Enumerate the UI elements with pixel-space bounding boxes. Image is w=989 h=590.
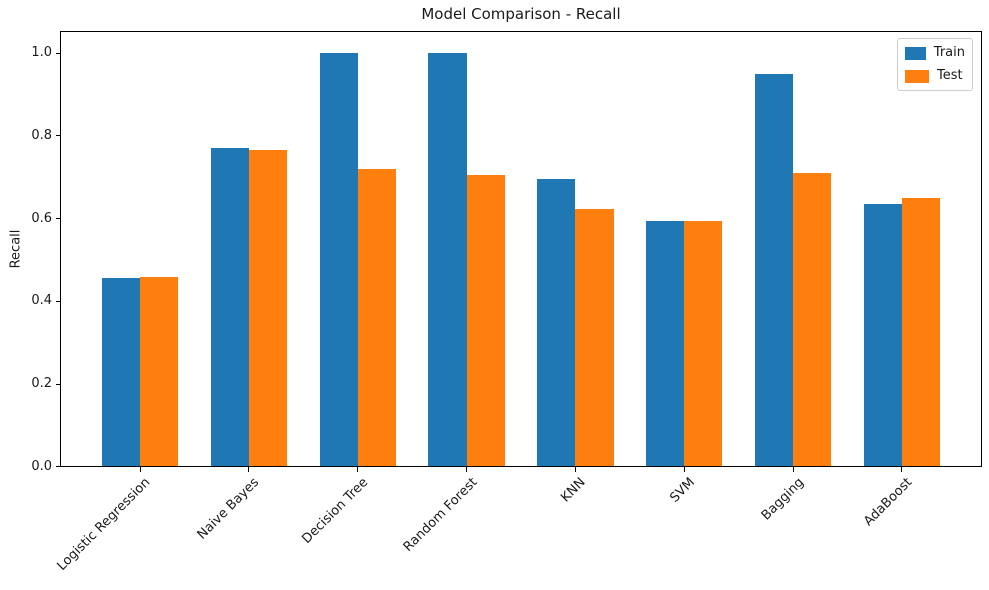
x-tick-mark: [139, 467, 141, 472]
x-tick-label-naive-bayes: Naive Bayes: [194, 475, 263, 543]
y-tick-mark: [55, 52, 60, 54]
x-tick-label-decision-tree: Decision Tree: [299, 475, 372, 547]
y-tick-mark: [55, 300, 60, 302]
bar-train-random-forest: [428, 53, 467, 466]
bar-test-naive-bayes: [248, 150, 287, 466]
x-tick-label-bagging: Bagging: [758, 475, 807, 524]
y-tick-label-0.2: 0.2: [31, 376, 52, 392]
bar-train-svm: [646, 221, 685, 466]
bar-train-naive-bayes: [210, 147, 249, 466]
x-tick-label-random-forest: Random Forest: [400, 475, 481, 555]
bar-test-adaboost: [901, 197, 941, 466]
y-tick-mark: [55, 218, 60, 220]
legend-item-train: Train: [905, 45, 965, 61]
bar-train-adaboost: [863, 204, 902, 466]
y-tick-label-0.0: 0.0: [31, 458, 52, 474]
x-tick-mark: [901, 467, 903, 472]
y-tick-mark: [55, 383, 60, 385]
bar-test-bagging: [793, 173, 832, 466]
bar-train-bagging: [755, 73, 794, 466]
y-tick-mark: [55, 135, 60, 137]
y-tick-label-0.8: 0.8: [31, 127, 52, 143]
x-tick-mark: [683, 467, 685, 472]
chart-title: Model Comparison - Recall: [421, 5, 621, 23]
legend-swatch-test: [905, 69, 929, 83]
bar-test-knn: [575, 209, 614, 466]
y-tick-label-0.6: 0.6: [31, 210, 52, 226]
y-tick-label-0.4: 0.4: [31, 293, 52, 309]
legend-item-test: Test: [905, 68, 965, 84]
bar-test-decision-tree: [357, 169, 396, 466]
x-tick-mark: [248, 467, 250, 472]
bar-train-logistic-regression: [101, 278, 140, 466]
legend-label-train: Train: [933, 45, 965, 60]
x-tick-mark: [574, 467, 576, 472]
plot-area: [60, 31, 982, 467]
bar-test-random-forest: [466, 175, 505, 466]
bar-test-logistic-regression: [140, 276, 179, 466]
legend-swatch-train: [905, 46, 926, 60]
legend-label-test: Test: [937, 68, 963, 83]
y-axis-label: Recall: [8, 229, 24, 269]
y-tick-label-1.0: 1.0: [31, 45, 52, 61]
x-tick-label-adaboost: AdaBoost: [861, 475, 916, 530]
x-tick-label-logistic-regression: Logistic Regression: [54, 475, 154, 574]
x-tick-mark: [466, 467, 468, 472]
x-tick-mark: [792, 467, 794, 472]
bar-test-svm: [684, 221, 723, 466]
y-tick-mark: [55, 466, 60, 468]
x-tick-label-svm: SVM: [667, 475, 698, 506]
legend: Train Test: [897, 38, 973, 91]
bar-train-knn: [537, 178, 576, 466]
x-tick-mark: [357, 467, 359, 472]
bar-train-decision-tree: [319, 53, 358, 466]
x-tick-label-knn: KNN: [558, 475, 590, 506]
